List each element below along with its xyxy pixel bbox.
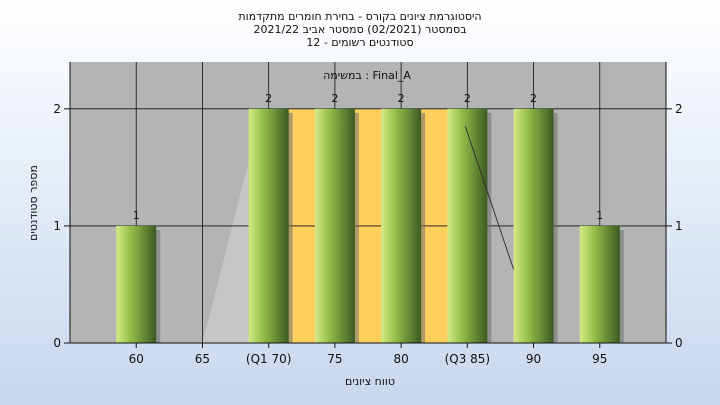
histogram-bar (381, 108, 422, 343)
y-tick-label-right: 2 (675, 102, 683, 116)
histogram-bar (314, 108, 355, 343)
chart-title-line-1: היסטוגרמת ציונים בקורס - בחירת חומרים מת… (238, 10, 482, 23)
histogram-bar (248, 108, 289, 343)
bar-value-label: 2 (265, 92, 272, 105)
x-tick-label: 65 (195, 352, 210, 366)
x-tick-label: (Q1 70) (246, 352, 292, 366)
bar-value-label: 1 (596, 209, 603, 222)
chart-title-line-3: סטודנטים רשומים - 12 (306, 36, 414, 49)
y-tick-label-left: 2 (53, 102, 61, 116)
y-tick-label-left: 0 (53, 336, 61, 350)
y-tick-label-left: 1 (53, 219, 61, 233)
histogram-bar (579, 225, 620, 343)
y-axis-title: מספר סטודנטים (27, 165, 40, 241)
distribution-spread (202, 161, 249, 343)
histogram-bar (116, 225, 157, 343)
x-tick-label: 75 (327, 352, 342, 366)
y-tick-label-right: 0 (675, 336, 683, 350)
chart-title-line-2: בסמסטר (02/2021) סמסטר אביב 2021/22 (253, 23, 467, 36)
bar-value-label: 2 (331, 92, 338, 105)
x-tick-label: 60 (129, 352, 144, 366)
bar-value-label: 1 (133, 209, 140, 222)
x-tick-label: 80 (393, 352, 408, 366)
distribution-line (464, 126, 514, 270)
y-tick-label-right: 1 (675, 219, 683, 233)
x-axis-title: טווח ציונים (345, 375, 395, 388)
histogram-bar (513, 108, 554, 343)
histogram-bar (447, 108, 488, 343)
bar-value-label: 2 (398, 92, 405, 105)
bar-value-label: 2 (530, 92, 537, 105)
x-tick-label: 90 (526, 352, 541, 366)
assignment-annotation: במשימה : Final_A (323, 69, 411, 82)
bar-value-label: 2 (464, 92, 471, 105)
x-tick-label: 95 (592, 352, 607, 366)
x-tick-label: (Q3 85) (445, 352, 491, 366)
